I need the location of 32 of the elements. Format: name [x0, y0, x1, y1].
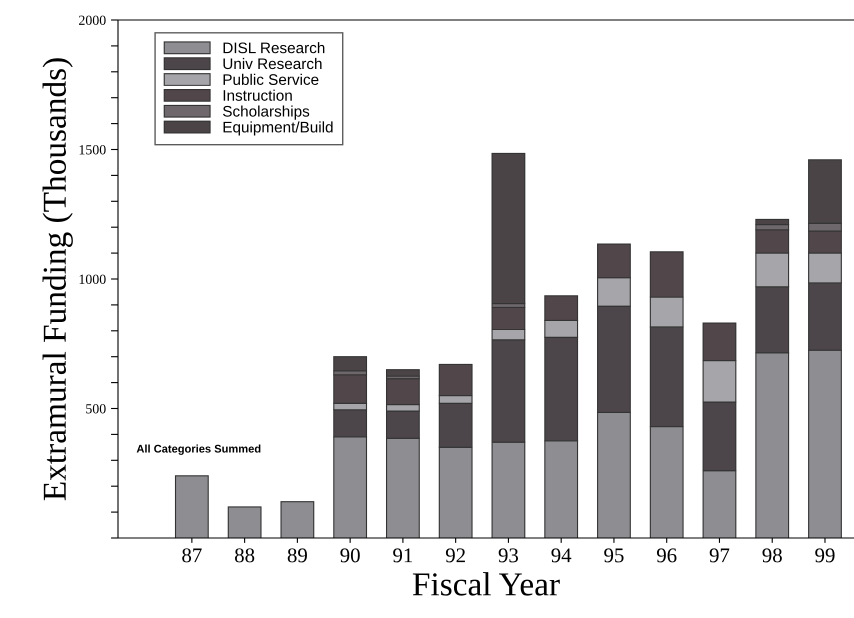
x-tick-label: 95 [604, 548, 624, 562]
annotation: All Categories Summed [136, 444, 260, 455]
x-tick-label: 89 [288, 548, 307, 562]
x-tick-label: 98 [762, 548, 782, 562]
legend-label: Scholarships [222, 105, 310, 120]
legend-label: DISL Research [224, 42, 324, 54]
bar [280, 501, 314, 538]
bar [333, 356, 368, 372]
x-tick-label: 96 [656, 548, 676, 562]
x-tick-label: 91 [393, 548, 412, 562]
y-axis-title: Extramural Funding (Thousands) [42, 58, 73, 500]
x-tick-label: 93 [498, 548, 518, 562]
bar [386, 369, 420, 377]
bar [228, 506, 262, 538]
x-tick-label: 99 [815, 548, 835, 562]
x-tick-label: 94 [551, 548, 572, 562]
y-tick-label: 2000 [79, 16, 106, 25]
y-tick-label: 1000 [80, 274, 106, 284]
x-axis-title: Fiscal Year [412, 572, 560, 596]
legend-label: Public Service [224, 74, 318, 85]
x-tick-label: 88 [235, 548, 254, 562]
y-tick-label: 1500 [80, 145, 106, 154]
x-tick-label: 97 [710, 548, 730, 562]
legend-label: Equipment/Build [224, 121, 333, 136]
x-tick-label: 92 [446, 548, 465, 562]
legend-label: Instruction [224, 90, 292, 101]
bar [174, 475, 209, 538]
x-tick-label: 90 [340, 548, 360, 562]
y-tick-label: 500 [86, 404, 106, 414]
legend-label: Univ Research [223, 58, 322, 70]
x-tick-label: 87 [182, 548, 202, 562]
bar [492, 152, 526, 304]
